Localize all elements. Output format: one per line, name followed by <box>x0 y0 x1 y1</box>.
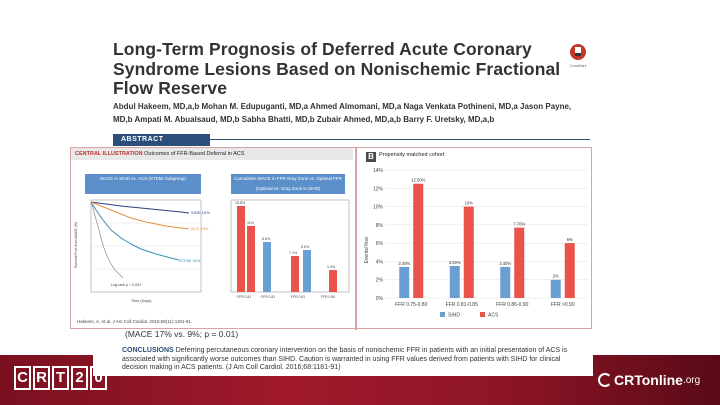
crt20-logo: C R T 2 0 <box>14 366 107 393</box>
bar-a-label-3: 6.6% <box>262 237 271 241</box>
bar-a-label-5: 5.6% <box>301 245 310 249</box>
bar-sihd <box>500 266 511 298</box>
km-header-box: MACE in SIHD vs. ACS (STEMI Subgroup) <box>85 174 201 194</box>
km-ylabel: Survival Free from MACE (%) <box>74 222 78 268</box>
legend-label: SIHD <box>448 313 460 319</box>
crossmark-logo-icon: CrossMark <box>570 44 587 68</box>
bar-a-label-2: 11% <box>247 221 255 225</box>
bar-header-box: Cumulative MACE in FFR Gray Zone vs. Opt… <box>231 174 345 194</box>
km-label-stemi: STEMI 34% <box>179 258 201 263</box>
bar-a-cat-2: FFR 0.81 <box>261 295 275 299</box>
x-tick-label: FFR 0.75-0.80 <box>395 302 427 308</box>
bar-a-cat-3: FFR 0.81 <box>291 295 305 299</box>
illustration-title: Outcomes of FFR-Based Deferral in ACS <box>144 151 245 157</box>
bar-acs <box>564 243 575 298</box>
panel-divider <box>355 148 357 330</box>
data-label: 12.50% <box>411 178 425 183</box>
central-illustration: CENTRAL ILLUSTRATION Outcomes of FFR-Bas… <box>70 147 592 330</box>
km-curve-sihd <box>90 201 190 214</box>
data-label: 3.40% <box>398 261 410 266</box>
author-list: Abdul Hakeem, MD,a,b Mohan M. Edupuganti… <box>113 102 572 124</box>
propensity-bar-chart: 0% 2% 4% 6% 8% 10% 12% 14% Events/Year 3.40% 12.50… <box>364 168 588 319</box>
km-label-acs: ACS 18% <box>191 226 209 231</box>
panel-b: B Propensity matched cohort 0% 2% 4% 6% 8% 10… <box>360 148 592 330</box>
crtonline-suffix: .org <box>682 374 701 386</box>
km-xlabel: Time (Days) <box>131 299 152 303</box>
data-label: 7.70% <box>513 222 525 227</box>
y-tick-label: 8% <box>376 223 384 229</box>
y-tick-label: 12% <box>373 186 384 192</box>
bar-a-3 <box>263 242 271 292</box>
bar-a-4 <box>291 256 299 292</box>
bar-a-6 <box>329 270 337 292</box>
x-tick-label: FFR >0.90 <box>551 302 575 308</box>
bar-sihd <box>449 266 460 298</box>
conclusions: CONCLUSIONS Deferring percutaneous coron… <box>122 347 587 373</box>
y-tick-label: 14% <box>373 168 384 174</box>
km-curve-extra <box>90 201 124 279</box>
bar-sihd <box>399 266 410 298</box>
bar-a-5 <box>303 250 311 292</box>
bar-sihd <box>550 279 561 298</box>
bar-a-2 <box>247 226 255 292</box>
abstract-rule <box>210 139 590 140</box>
crt-logo-letter: 2 <box>71 366 88 390</box>
km-curve-stemi <box>90 201 180 261</box>
conclusions-text: Deferring percutaneous coronary interven… <box>122 347 568 371</box>
y-tick-label: 0% <box>376 296 384 302</box>
bar-a-label-6: 1.9% <box>327 265 336 269</box>
panel-a-charts: SIHD 10% ACS 18% STEMI 34% Log-rank p = … <box>74 199 350 324</box>
crtonline-swoosh-icon <box>598 373 612 387</box>
km-curve-acs <box>90 201 190 230</box>
data-label: 10% <box>465 201 474 206</box>
crtonline-logo: CRTonline .org <box>598 370 700 390</box>
document-footer <box>93 355 593 376</box>
illustration-label: CENTRAL ILLUSTRATION <box>75 151 143 157</box>
chart-title: Propensity matched cohort <box>379 152 445 158</box>
crt-logo-letter: C <box>14 366 31 390</box>
data-label: 3.50% <box>449 260 461 265</box>
bar-a-1 <box>237 206 245 292</box>
abstract-header: ABSTRACT <box>113 134 210 146</box>
bar-acs <box>413 183 424 298</box>
crt-logo-letter: R <box>33 366 50 390</box>
illustration-header: CENTRAL ILLUSTRATION Outcomes of FFR-Bas… <box>71 148 353 160</box>
mace-result: (MACE 17% vs. 9%; p = 0.01) <box>125 329 239 339</box>
data-label: 2% <box>553 274 559 279</box>
legend-label: ACS <box>488 313 499 319</box>
crt-logo-letter: T <box>52 366 69 390</box>
y-tick-label: 2% <box>376 278 384 284</box>
legend-swatch <box>480 312 485 317</box>
bar-acs <box>463 206 474 298</box>
logo-caption: CrossMark <box>570 64 587 68</box>
bar-a-cat-4: FFR 0.80 <box>321 295 335 299</box>
data-label: 3.40% <box>499 261 511 266</box>
paper-title: Long-Term Prognosis of Deferred Acute Co… <box>113 39 561 98</box>
bar-a-cat-1: FFR 0.81 <box>237 295 251 299</box>
bar-a-label-4: 7.1% <box>289 251 298 255</box>
y-axis-label: Events/Year <box>364 236 370 263</box>
y-tick-label: 4% <box>376 259 384 265</box>
km-log-rank: Log-rank p = 0.001 <box>111 283 141 287</box>
x-tick-label: FFR 0.81-0.85 <box>446 302 478 308</box>
x-tick-label: FFR 0.86-0.90 <box>496 302 528 308</box>
legend-swatch <box>440 312 445 317</box>
illustration-citation: Hakeem, A. et al. J Am Coll Cardiol. 201… <box>77 319 192 324</box>
bar-acs <box>514 227 525 298</box>
crt-logo-letter: 0 <box>90 366 107 390</box>
y-tick-label: 10% <box>373 205 384 211</box>
panel-a: MACE in SIHD vs. ACS (STEMI Subgroup) Cu… <box>71 160 355 330</box>
km-label-sihd: SIHD 10% <box>191 210 210 215</box>
panel-b-label: B <box>366 152 376 162</box>
y-tick-label: 6% <box>376 241 384 247</box>
conclusions-label: CONCLUSIONS <box>122 347 174 354</box>
crtonline-main: CRTonline <box>614 372 683 388</box>
data-label: 6% <box>567 237 573 242</box>
bar-a-label-1: 15.8% <box>235 201 246 205</box>
